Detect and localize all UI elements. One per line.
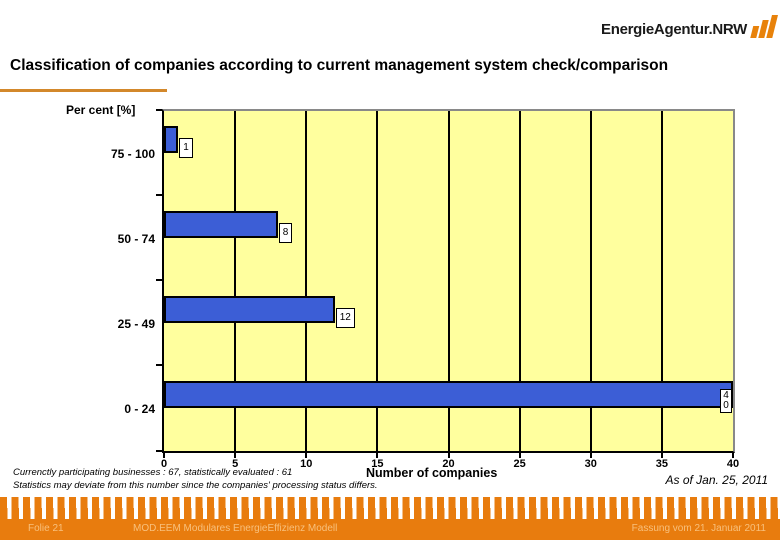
- footer-bar: Folie 21 MOD.EEM Modulares EnergieEffizi…: [0, 497, 780, 540]
- x-axis-tick: [376, 453, 379, 458]
- footnote-line-1: Currenctly participating businesses : 67…: [13, 467, 293, 478]
- bar: [164, 296, 335, 323]
- bar: [164, 211, 278, 238]
- x-tick-label: 0: [160, 458, 168, 470]
- x-tick-label: 40: [726, 458, 740, 470]
- gridline: [376, 111, 379, 451]
- x-axis-title: Number of companies: [366, 466, 498, 480]
- category-label: 0 - 24: [124, 401, 155, 416]
- footer-solid-band: Folie 21 MOD.EEM Modulares EnergieEffizi…: [0, 519, 780, 540]
- x-axis-tick: [163, 453, 165, 458]
- gridline: [589, 111, 592, 451]
- x-axis-tick: [732, 453, 734, 458]
- page-title: Classification of companies according to…: [10, 57, 669, 74]
- gridline: [518, 111, 521, 451]
- bar-value-label: 40: [720, 389, 732, 413]
- footer-slide-number: Folie 21: [28, 523, 64, 534]
- bar: [164, 126, 179, 153]
- plot-area: 1 8 12 40: [162, 109, 735, 453]
- as-of-date: As of Jan. 25, 2011: [665, 473, 768, 487]
- x-axis-tick: [660, 453, 663, 458]
- category-label: 25 - 49: [117, 316, 155, 331]
- footnote-line-2: Statistics may deviate from this number …: [13, 480, 378, 491]
- logo: EnergieAgentur.NRW: [601, 15, 780, 38]
- y-axis-tick: [156, 450, 162, 452]
- x-tick-label: 30: [584, 458, 597, 470]
- gridline: [234, 111, 237, 451]
- footer-stripe-bottom: [0, 508, 780, 519]
- y-axis-tick: [156, 279, 162, 281]
- x-tick-label: 35: [655, 458, 668, 470]
- y-axis-tick: [156, 109, 162, 111]
- x-tick-label: 10: [300, 458, 313, 470]
- x-axis-tick: [447, 453, 450, 458]
- logo-flame-icon: [750, 15, 779, 38]
- category-label: 50 - 74: [117, 231, 155, 246]
- bar: [164, 381, 733, 408]
- bar-value-label: 12: [335, 308, 355, 328]
- bar-value-label: 1: [179, 138, 193, 158]
- footer-stripe-top: [0, 497, 780, 508]
- category-label: 75 - 100: [110, 146, 155, 161]
- gridline: [447, 111, 450, 451]
- y-axis-tick: [156, 194, 162, 196]
- y-axis-tick: [156, 364, 162, 366]
- footer-project-name: MOD.EEM Modulares EnergieEffizienz Model…: [133, 523, 338, 534]
- gridline: [305, 111, 308, 451]
- footnote: Currenctly participating businesses : 67…: [13, 466, 378, 492]
- y-axis-title: Per cent [%]: [66, 103, 136, 117]
- x-tick-label: 5: [232, 458, 239, 470]
- logo-text: EnergieAgentur.NRW: [601, 21, 748, 38]
- x-axis-tick: [589, 453, 592, 458]
- x-axis-tick: [234, 453, 237, 458]
- x-tick-label: 25: [513, 458, 526, 470]
- x-axis-tick: [305, 453, 308, 458]
- bar-value-label: 8: [278, 223, 293, 243]
- x-axis-tick: [518, 453, 521, 458]
- gridline: [660, 111, 663, 451]
- x-tick-label: 20: [442, 458, 455, 470]
- title-underline: [0, 89, 167, 92]
- footer-version-date: Fassung vom 21. Januar 2011: [631, 523, 766, 534]
- x-tick-label: 15: [371, 458, 384, 470]
